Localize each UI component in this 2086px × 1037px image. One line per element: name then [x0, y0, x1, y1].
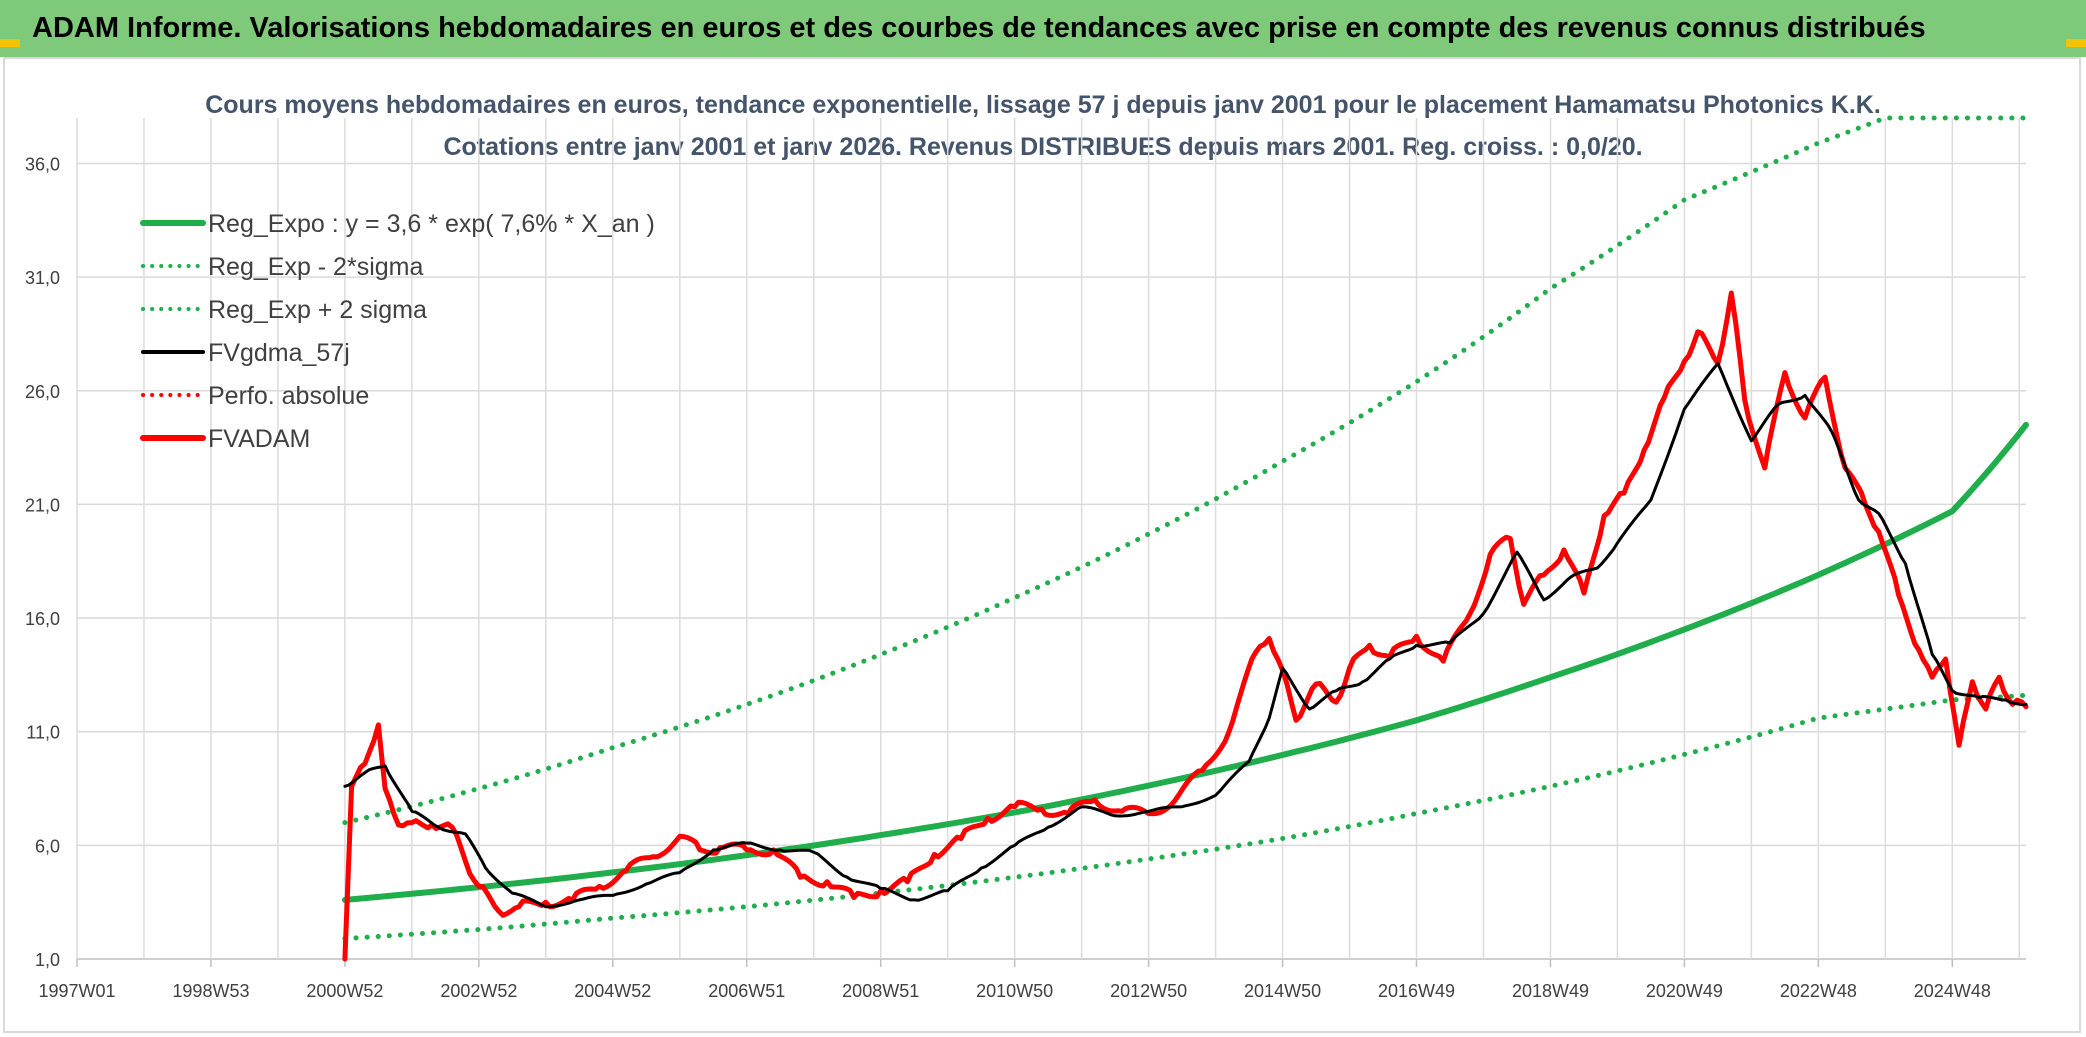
- legend-label: FVADAM: [208, 425, 310, 453]
- x-tick-label: 2000W52: [306, 981, 383, 1001]
- y-tick-label: 11,0: [26, 723, 60, 743]
- y-axis-ticks: 1,0 6,0 11,0 16,0 21,0 26,0 31,0 36,0: [25, 154, 60, 970]
- x-tick-label: 2002W52: [440, 981, 517, 1001]
- x-tick-label: 1998W53: [172, 981, 249, 1001]
- x-tick-label: 2006W51: [708, 981, 785, 1001]
- legend-label: Perfo. absolue: [208, 382, 369, 410]
- x-axis-ticks: 1997W01 1998W53 2000W52 2002W52 2004W52 2006W…: [38, 959, 1991, 1001]
- legend-label: FVgdma_57j: [208, 339, 350, 367]
- series-line: [343, 362, 2028, 909]
- series-line: [342, 115, 2029, 826]
- x-tick-label: 2010W50: [976, 981, 1053, 1001]
- y-tick-label: 36,0: [25, 154, 60, 174]
- y-tick-label: 26,0: [25, 382, 60, 402]
- series-line: [341, 421, 2029, 903]
- legend-label: Reg_Exp - 2*sigma: [208, 253, 423, 281]
- y-tick-label: 31,0: [25, 268, 60, 288]
- y-tick-label: 6,0: [35, 836, 60, 856]
- report-title: ADAM Informe. Valorisations hebdomadaire…: [32, 12, 1926, 44]
- grid-lines: [76, 118, 2026, 960]
- x-tick-label: 2008W51: [842, 981, 919, 1001]
- x-tick-label: 2016W49: [1378, 981, 1455, 1001]
- y-tick-label: 1,0: [35, 950, 60, 970]
- legend-label: Reg_Exp + 2 sigma: [208, 296, 427, 324]
- corner-mark-right: [2066, 39, 2086, 47]
- chart-subtitle: Cotations entre janv 2001 et janv 2026. …: [443, 133, 1642, 161]
- x-tick-label: 2012W50: [1110, 981, 1187, 1001]
- x-tick-label: 2024W48: [1914, 981, 1991, 1001]
- series-line: [342, 692, 2029, 941]
- series-line: [342, 290, 2029, 962]
- legend: Reg_Expo : y = 3,6 * exp( 7,6% * X_an ) R…: [140, 210, 655, 453]
- x-tick-label: 2020W49: [1646, 981, 1723, 1001]
- x-tick-label: 2014W50: [1244, 981, 1321, 1001]
- series-group: [341, 115, 2029, 962]
- x-tick-label: 2004W52: [574, 981, 651, 1001]
- legend-label: Reg_Expo : y = 3,6 * exp( 7,6% * X_an ): [208, 210, 655, 238]
- y-tick-label: 21,0: [25, 495, 60, 515]
- x-tick-label: 1997W01: [38, 981, 115, 1001]
- x-tick-label: 2022W48: [1780, 981, 1857, 1001]
- y-tick-label: 16,0: [25, 609, 60, 629]
- x-tick-label: 2018W49: [1512, 981, 1589, 1001]
- report-header: ADAM Informe. Valorisations hebdomadaire…: [0, 0, 2086, 57]
- chart-title: Cours moyens hebdomadaires en euros, ten…: [205, 91, 1881, 119]
- corner-mark-left: [0, 39, 20, 47]
